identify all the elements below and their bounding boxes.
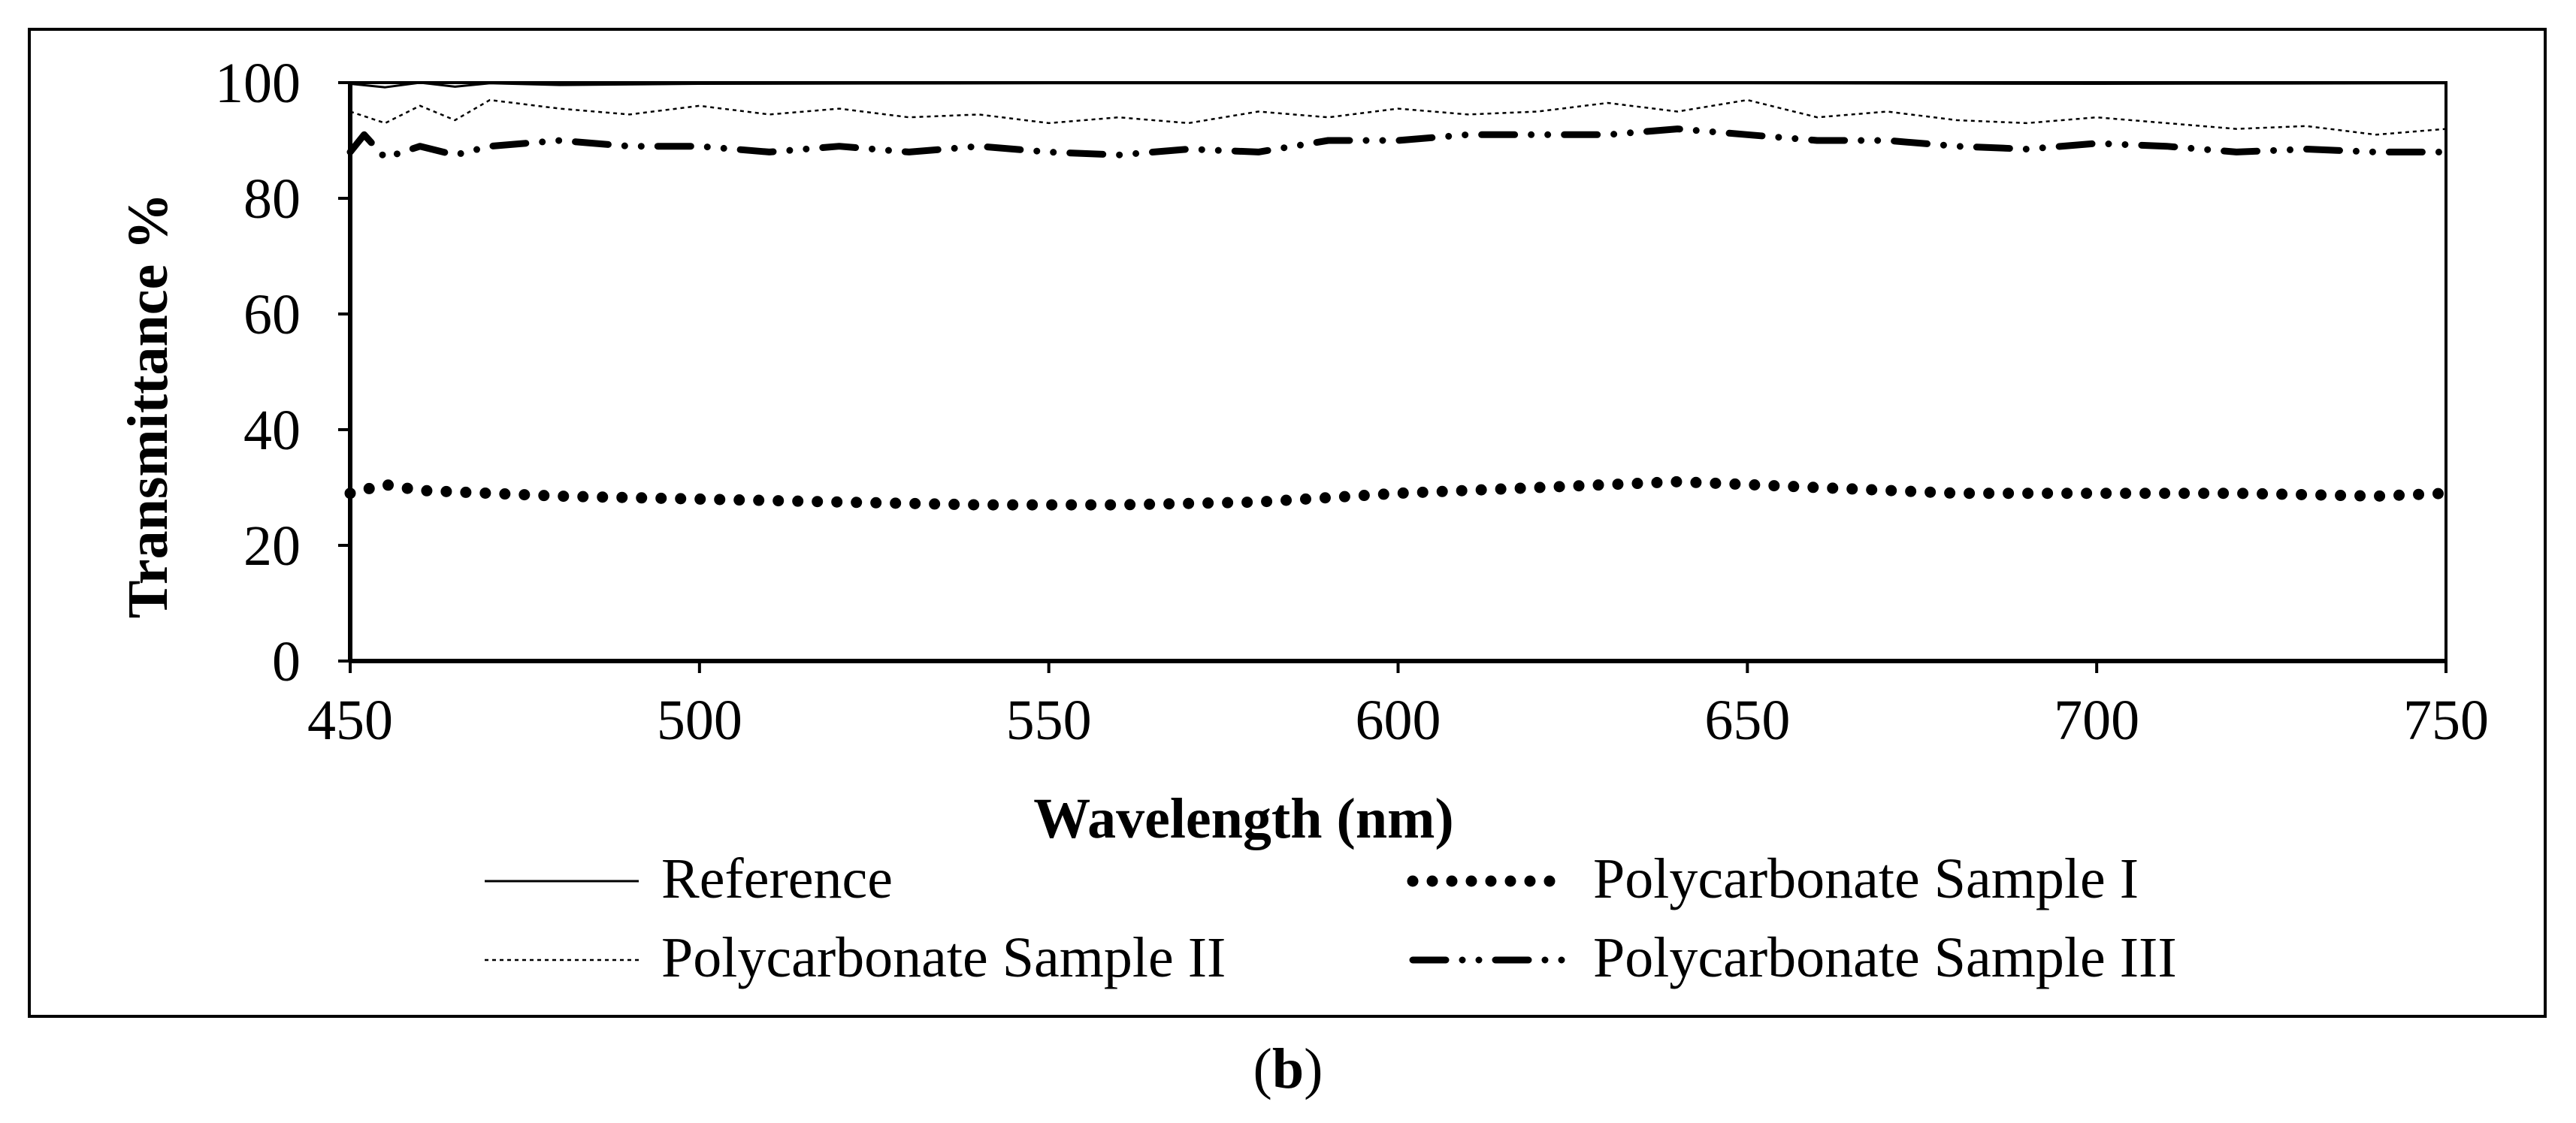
series-line-4 <box>346 125 2450 162</box>
y-tick-label: 100 <box>215 52 301 115</box>
series-line-3 <box>349 98 2447 136</box>
y-tick-label: 80 <box>243 168 301 231</box>
series-line-2 <box>344 475 2452 511</box>
y-tick-label: 0 <box>272 630 301 693</box>
panel-paren-open: ( <box>1253 1037 1272 1100</box>
x-tick-label: 550 <box>1006 689 1092 752</box>
y-tick-label: 20 <box>243 515 301 578</box>
y-axis-title: Transmittance % <box>116 193 180 618</box>
legend-label-1: Reference <box>661 847 893 910</box>
panel-label: (b) <box>0 1037 2576 1102</box>
plot-area-border <box>349 81 2448 663</box>
x-tick-label: 600 <box>1356 689 1441 752</box>
figure-frame <box>28 28 2547 1018</box>
legend-label-3: Polycarbonate Sample II <box>661 926 1226 989</box>
y-tick-label: 60 <box>243 283 301 346</box>
legend: Reference Polycarbonate Sample I Polycarbo… <box>485 847 2177 989</box>
x-tick-label: 700 <box>2054 689 2139 752</box>
x-tick-label: 450 <box>307 689 393 752</box>
x-tick-label: 650 <box>1704 689 1790 752</box>
series-line-1 <box>349 81 2447 89</box>
legend-label-4: Polycarbonate Sample III <box>1593 926 2177 989</box>
legend-label-2: Polycarbonate Sample I <box>1593 847 2139 910</box>
panel-paren-close: ) <box>1304 1037 1323 1100</box>
x-axis-title: Wavelength (nm) <box>1033 787 1453 850</box>
x-tick-label: 500 <box>657 689 742 752</box>
y-tick-label: 40 <box>243 399 301 462</box>
panel-letter: b <box>1271 1037 1305 1100</box>
x-tick-label: 750 <box>2403 689 2489 752</box>
